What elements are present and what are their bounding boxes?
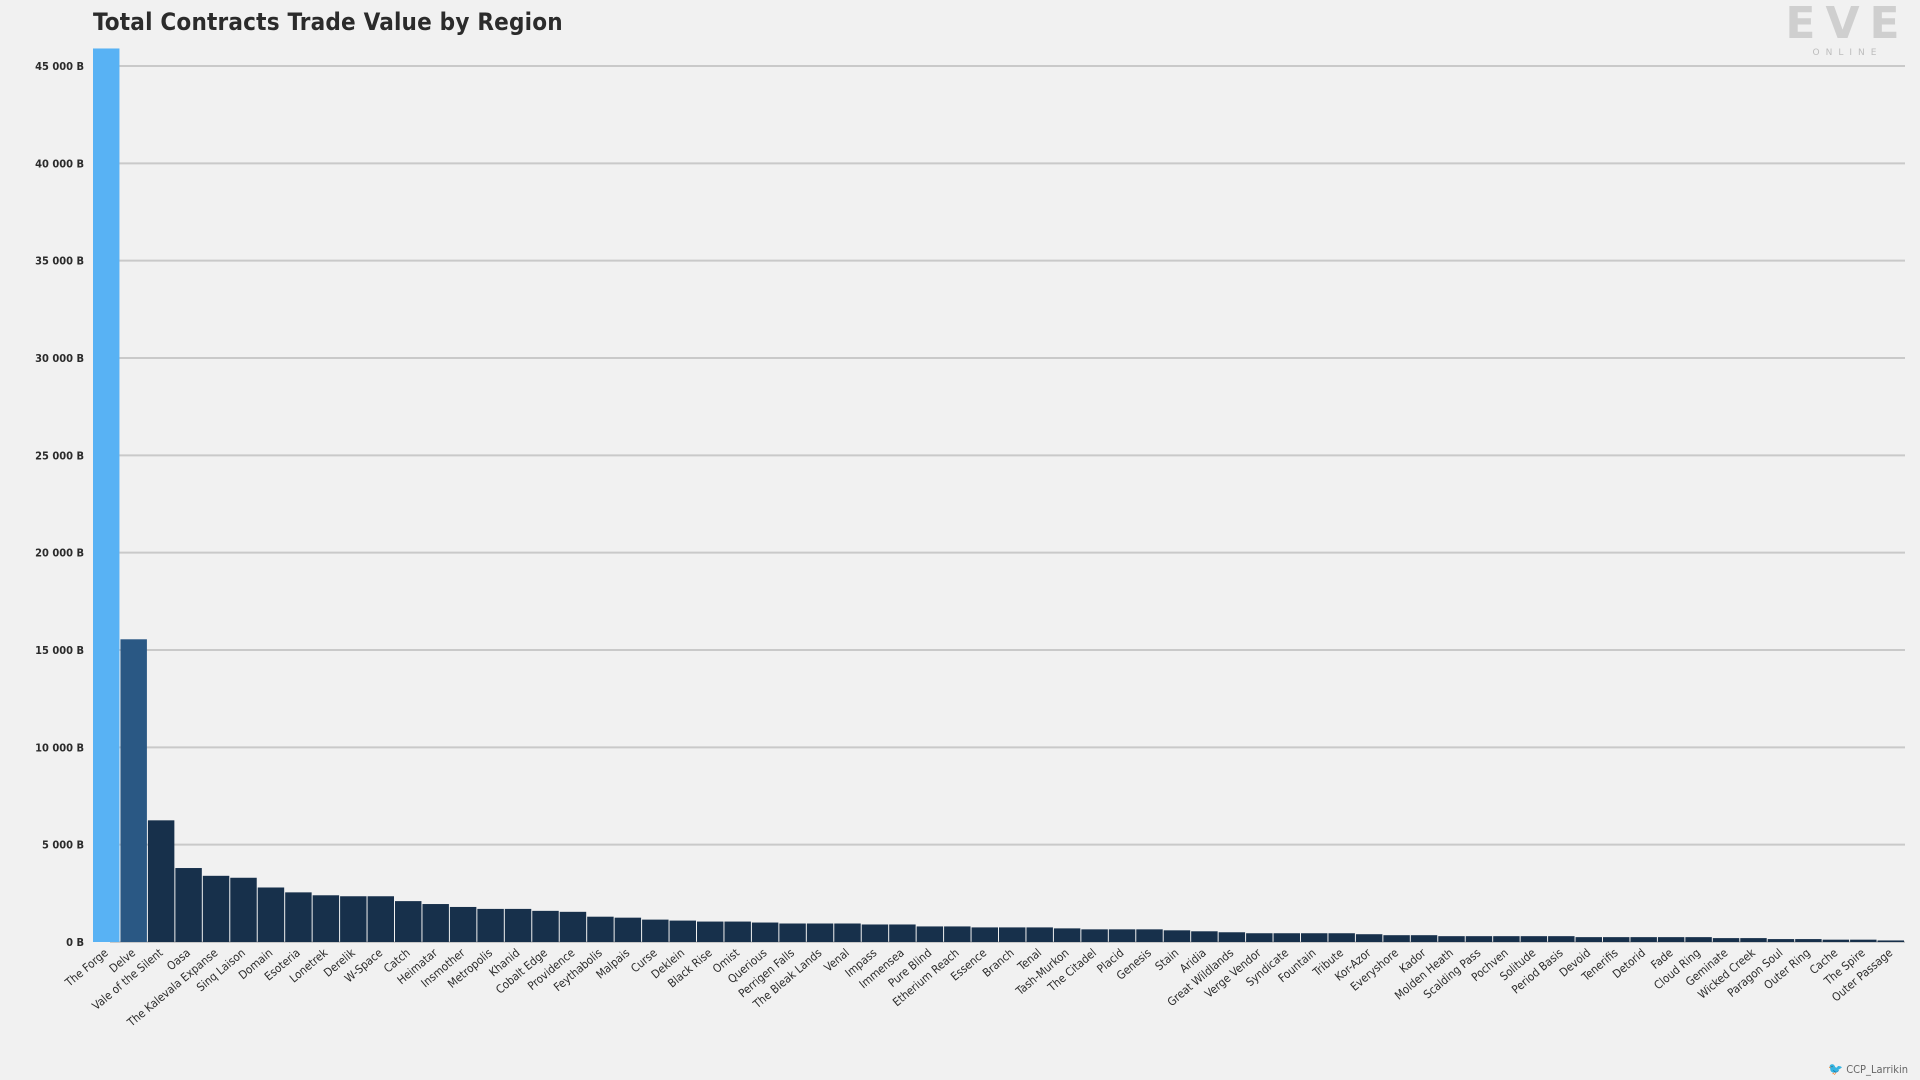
bar-etherium-reach	[944, 926, 971, 942]
bar-querious	[751, 922, 779, 942]
bar-delve	[120, 639, 147, 942]
bar-impass	[861, 924, 889, 942]
bar-the-forge	[93, 48, 120, 943]
bar-oasa	[175, 868, 202, 942]
bar-cobalt-edge	[532, 910, 559, 942]
bar-curse	[642, 919, 669, 942]
bar-tash-murkon	[1053, 928, 1081, 942]
bar-outer-passage	[1877, 940, 1904, 942]
bar-pochven	[1493, 936, 1520, 942]
bar-venal	[834, 923, 861, 942]
bar-perrigen-falls	[779, 923, 806, 942]
bar-omist	[724, 921, 751, 942]
bar-geminate	[1712, 938, 1740, 942]
y-tick-label: 35 000 B	[35, 255, 84, 268]
bar-malpais	[614, 917, 642, 942]
bar-outer-ring	[1795, 939, 1822, 942]
logo-text: EVE	[1785, 0, 1910, 49]
bar-stain	[1163, 930, 1191, 942]
bar-the-spire	[1850, 939, 1877, 942]
bar-providence	[559, 911, 587, 942]
y-axis-ticks: 0 B 5 000 B 10 000 B 15 000 B 20 000 B 25 000…	[35, 60, 84, 949]
bar-catch	[395, 901, 422, 942]
bar-syndicate	[1273, 933, 1300, 942]
bar-kador	[1410, 935, 1438, 942]
twitter-bird-icon: 🐦	[1828, 1062, 1844, 1076]
bar-devoid	[1575, 937, 1602, 942]
chart-title: Total Contracts Trade Value by Region	[93, 8, 563, 36]
bar-domain	[257, 887, 285, 942]
bar-heimatar	[422, 904, 449, 942]
bar-esoteria	[285, 892, 312, 942]
bar-black-rise	[697, 921, 724, 942]
bar-placid	[1108, 929, 1136, 942]
bar-the-citadel	[1081, 929, 1108, 942]
x-tick-label: Stain	[1152, 946, 1181, 974]
bar-everyshore	[1383, 935, 1410, 942]
bar-feythabolis	[587, 916, 614, 942]
bar-the-kalevala-expanse	[202, 875, 230, 942]
eve-online-logo: EVE ONLINE	[1775, 0, 1920, 62]
y-tick-label: 25 000 B	[35, 449, 84, 462]
y-tick-label: 5 000 B	[42, 839, 84, 852]
credit-text: CCP_Larrikin	[1846, 1062, 1908, 1076]
y-tick-label: 30 000 B	[35, 352, 84, 365]
bar-essence	[971, 927, 998, 942]
bar-scalding-pass	[1465, 936, 1493, 942]
logo-subtext: ONLINE	[1812, 48, 1883, 58]
bar-paragon-soul	[1767, 939, 1795, 942]
bar-pure-blind	[916, 926, 944, 942]
bar-cloud-ring	[1685, 937, 1712, 942]
y-tick-label: 45 000 B	[35, 60, 84, 73]
bar-genesis	[1136, 929, 1163, 942]
bar-fade	[1657, 937, 1685, 942]
bar-khanid	[504, 908, 532, 942]
bar-wicked-creek	[1740, 938, 1767, 942]
author-credit: 🐦 CCP_Larrikin	[1828, 1062, 1908, 1076]
bar-immensea	[889, 924, 916, 942]
bars	[93, 48, 1904, 943]
bar-great-wildlands	[1218, 932, 1246, 942]
bar-kor-azor	[1355, 934, 1383, 942]
y-tick-label: 40 000 B	[35, 157, 84, 170]
bar-w-space	[367, 896, 394, 942]
bar-sinq-laison	[230, 877, 257, 942]
bar-the-bleak-lands	[806, 923, 834, 942]
x-tick-label: Branch	[980, 946, 1017, 980]
bar-tenal	[1026, 927, 1053, 942]
y-tick-label: 20 000 B	[35, 547, 84, 560]
bar-solitude	[1520, 936, 1548, 942]
bar-branch	[999, 927, 1026, 942]
bar-detorid	[1630, 937, 1657, 942]
bar-lonetrek	[312, 895, 340, 942]
y-tick-label: 0 B	[66, 936, 84, 949]
bar-period-basis	[1548, 936, 1575, 942]
bar-insmother	[449, 906, 477, 942]
bar-verge-vendor	[1246, 933, 1273, 942]
bar-metropolis	[477, 908, 504, 942]
bar-vale-of-the-silent	[147, 820, 175, 942]
bar-tribute	[1328, 933, 1355, 942]
bar-fountain	[1301, 933, 1328, 942]
y-tick-label: 10 000 B	[35, 741, 84, 754]
bar-tenerifis	[1603, 937, 1630, 942]
x-tick-label: The Forge	[62, 946, 111, 990]
bar-deklein	[669, 920, 696, 942]
bar-aridia	[1191, 931, 1218, 942]
bar-cache	[1822, 939, 1850, 942]
y-tick-label: 15 000 B	[35, 644, 84, 657]
bar-derelik	[340, 896, 367, 942]
gridlines	[110, 65, 1905, 943]
bar-molden-heath	[1438, 936, 1465, 942]
